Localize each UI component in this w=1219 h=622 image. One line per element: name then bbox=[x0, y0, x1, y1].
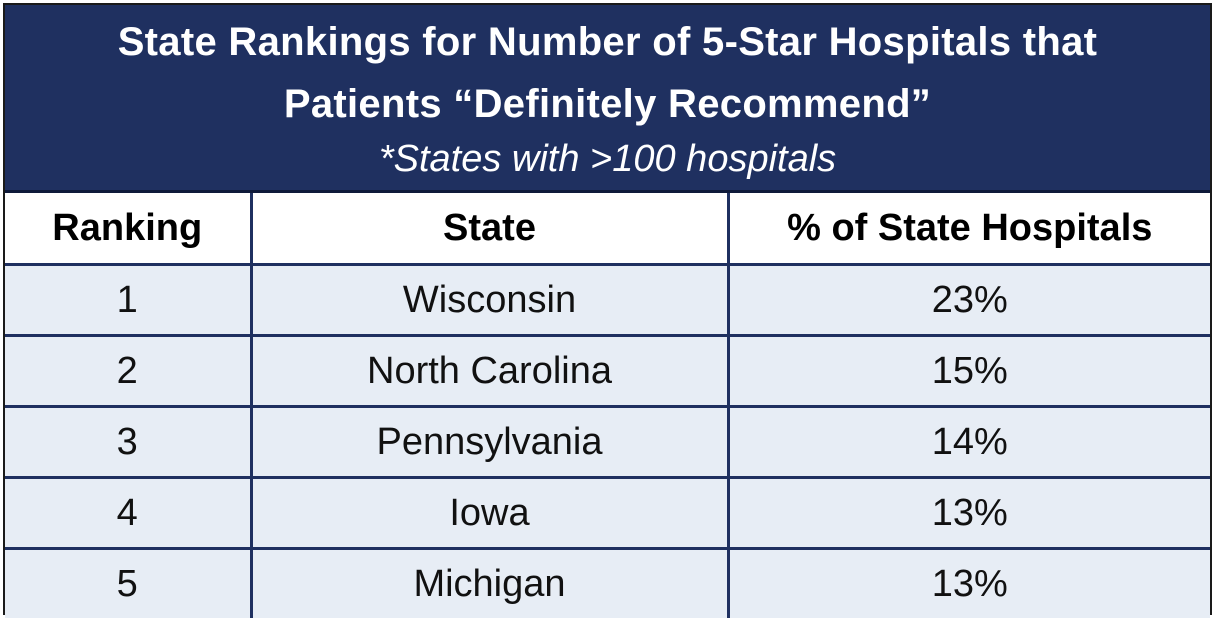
rankings-document: State Rankings for Number of 5-Star Hosp… bbox=[3, 3, 1212, 618]
percent-cell: 13% bbox=[728, 548, 1210, 618]
column-header-state: State bbox=[251, 193, 730, 266]
ranking-cell: 5 bbox=[5, 548, 253, 618]
table-row: 1 Wisconsin 23% bbox=[5, 264, 1210, 337]
state-cell: Pennsylvania bbox=[251, 406, 730, 479]
subtitle: *States with >100 hospitals bbox=[378, 138, 837, 180]
column-header-percent: % of State Hospitals bbox=[728, 193, 1210, 266]
header-row: Ranking State % of State Hospitals bbox=[5, 193, 1210, 266]
ranking-cell: 2 bbox=[5, 335, 253, 408]
percent-cell: 15% bbox=[728, 335, 1210, 408]
state-cell: North Carolina bbox=[251, 335, 730, 408]
rankings-table: Ranking State % of State Hospitals 1 Wis… bbox=[5, 193, 1210, 618]
percent-cell: 14% bbox=[728, 406, 1210, 479]
percent-cell: 13% bbox=[728, 477, 1210, 550]
title-banner: State Rankings for Number of 5-Star Hosp… bbox=[5, 5, 1210, 193]
ranking-cell: 1 bbox=[5, 264, 253, 337]
title-line-1: State Rankings for Number of 5-Star Hosp… bbox=[117, 20, 1098, 64]
table-row: 2 North Carolina 15% bbox=[5, 335, 1210, 408]
state-cell: Michigan bbox=[251, 548, 730, 618]
table-row: 4 Iowa 13% bbox=[5, 477, 1210, 550]
state-cell: Iowa bbox=[251, 477, 730, 550]
title-line-2: Patients “Definitely Recommend” bbox=[283, 82, 932, 126]
percent-cell: 23% bbox=[728, 264, 1210, 337]
table-row: 3 Pennsylvania 14% bbox=[5, 406, 1210, 479]
state-cell: Wisconsin bbox=[251, 264, 730, 337]
table-row: 5 Michigan 13% bbox=[5, 548, 1210, 618]
column-header-ranking: Ranking bbox=[5, 193, 253, 266]
ranking-cell: 4 bbox=[5, 477, 253, 550]
ranking-cell: 3 bbox=[5, 406, 253, 479]
